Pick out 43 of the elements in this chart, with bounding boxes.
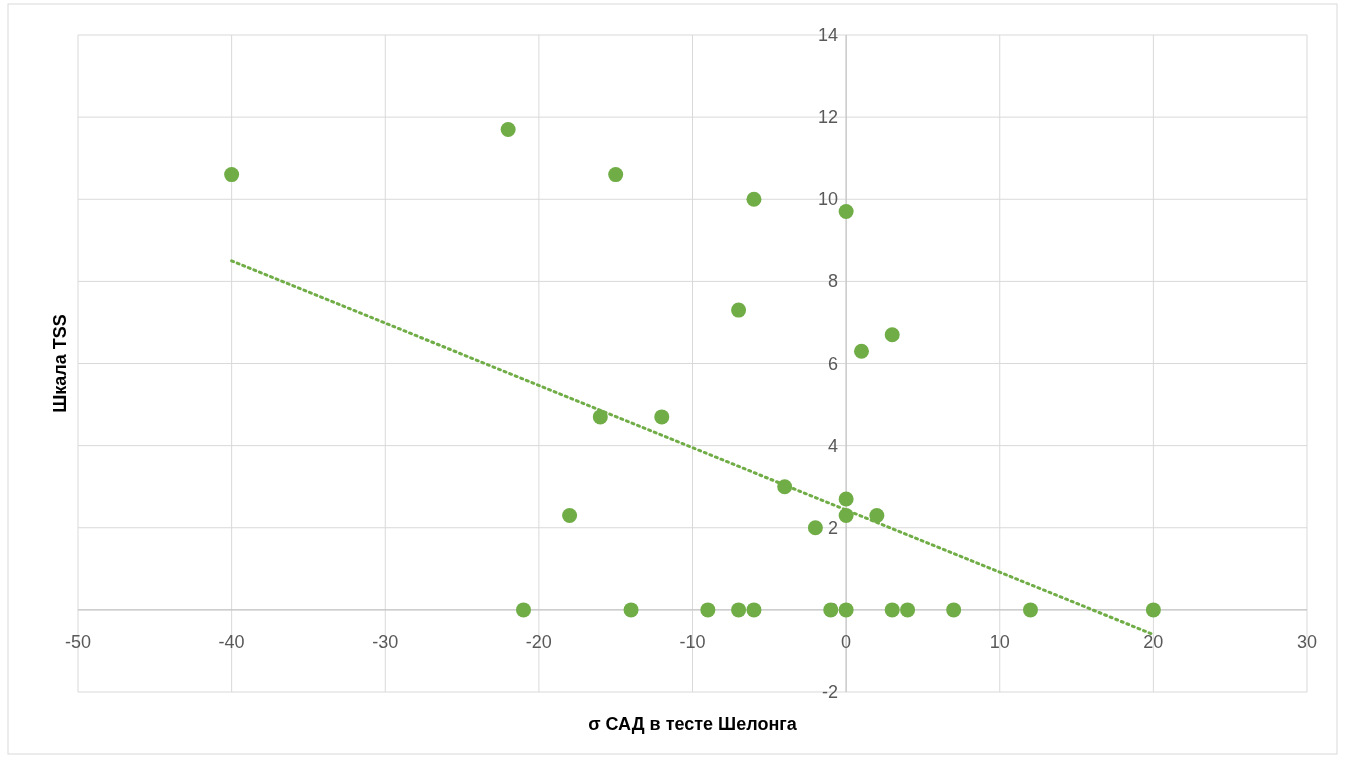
- point: [623, 602, 639, 618]
- point: [853, 343, 869, 359]
- point: [884, 327, 900, 343]
- point: [1145, 602, 1161, 618]
- point: [946, 602, 962, 618]
- point: [746, 191, 762, 207]
- y-tick-label: 8: [828, 271, 839, 292]
- y-tick-label: 10: [818, 189, 839, 210]
- point: [516, 602, 532, 618]
- point: [731, 602, 747, 618]
- point: [838, 491, 854, 507]
- x-tick-label: 10: [989, 631, 1010, 652]
- point: [823, 602, 839, 618]
- y-tick-label: 4: [828, 435, 839, 456]
- x-tick-label: -50: [64, 631, 92, 652]
- point: [500, 121, 516, 137]
- y-tick-label: 12: [818, 107, 839, 128]
- x-tick-label: 30: [1296, 631, 1318, 652]
- point: [700, 602, 716, 618]
- point: [654, 409, 670, 425]
- x-tick-label: -20: [525, 631, 552, 652]
- y-tick-label: 14: [818, 25, 839, 45]
- y-tick-label: -2: [822, 682, 839, 702]
- y-axis-title: Шкала TSS: [50, 314, 70, 413]
- point: [838, 204, 854, 220]
- point: [1022, 602, 1038, 618]
- point: [807, 520, 823, 536]
- y-tick-label: 6: [828, 353, 839, 374]
- x-tick-label: 20: [1143, 631, 1164, 652]
- point: [838, 602, 854, 618]
- point: [608, 167, 624, 183]
- point: [224, 167, 240, 183]
- x-tick-label: 0: [841, 631, 852, 652]
- point: [884, 602, 900, 618]
- point: [746, 602, 762, 618]
- y-tick-label: 2: [828, 517, 839, 538]
- point: [900, 602, 916, 618]
- x-tick-label: -10: [679, 631, 706, 652]
- x-axis-title: σ САД в тесте Шелонга: [588, 714, 798, 734]
- x-tick-label: -40: [218, 631, 245, 652]
- point: [562, 507, 578, 523]
- point: [731, 302, 747, 318]
- x-tick-label: -30: [372, 631, 399, 652]
